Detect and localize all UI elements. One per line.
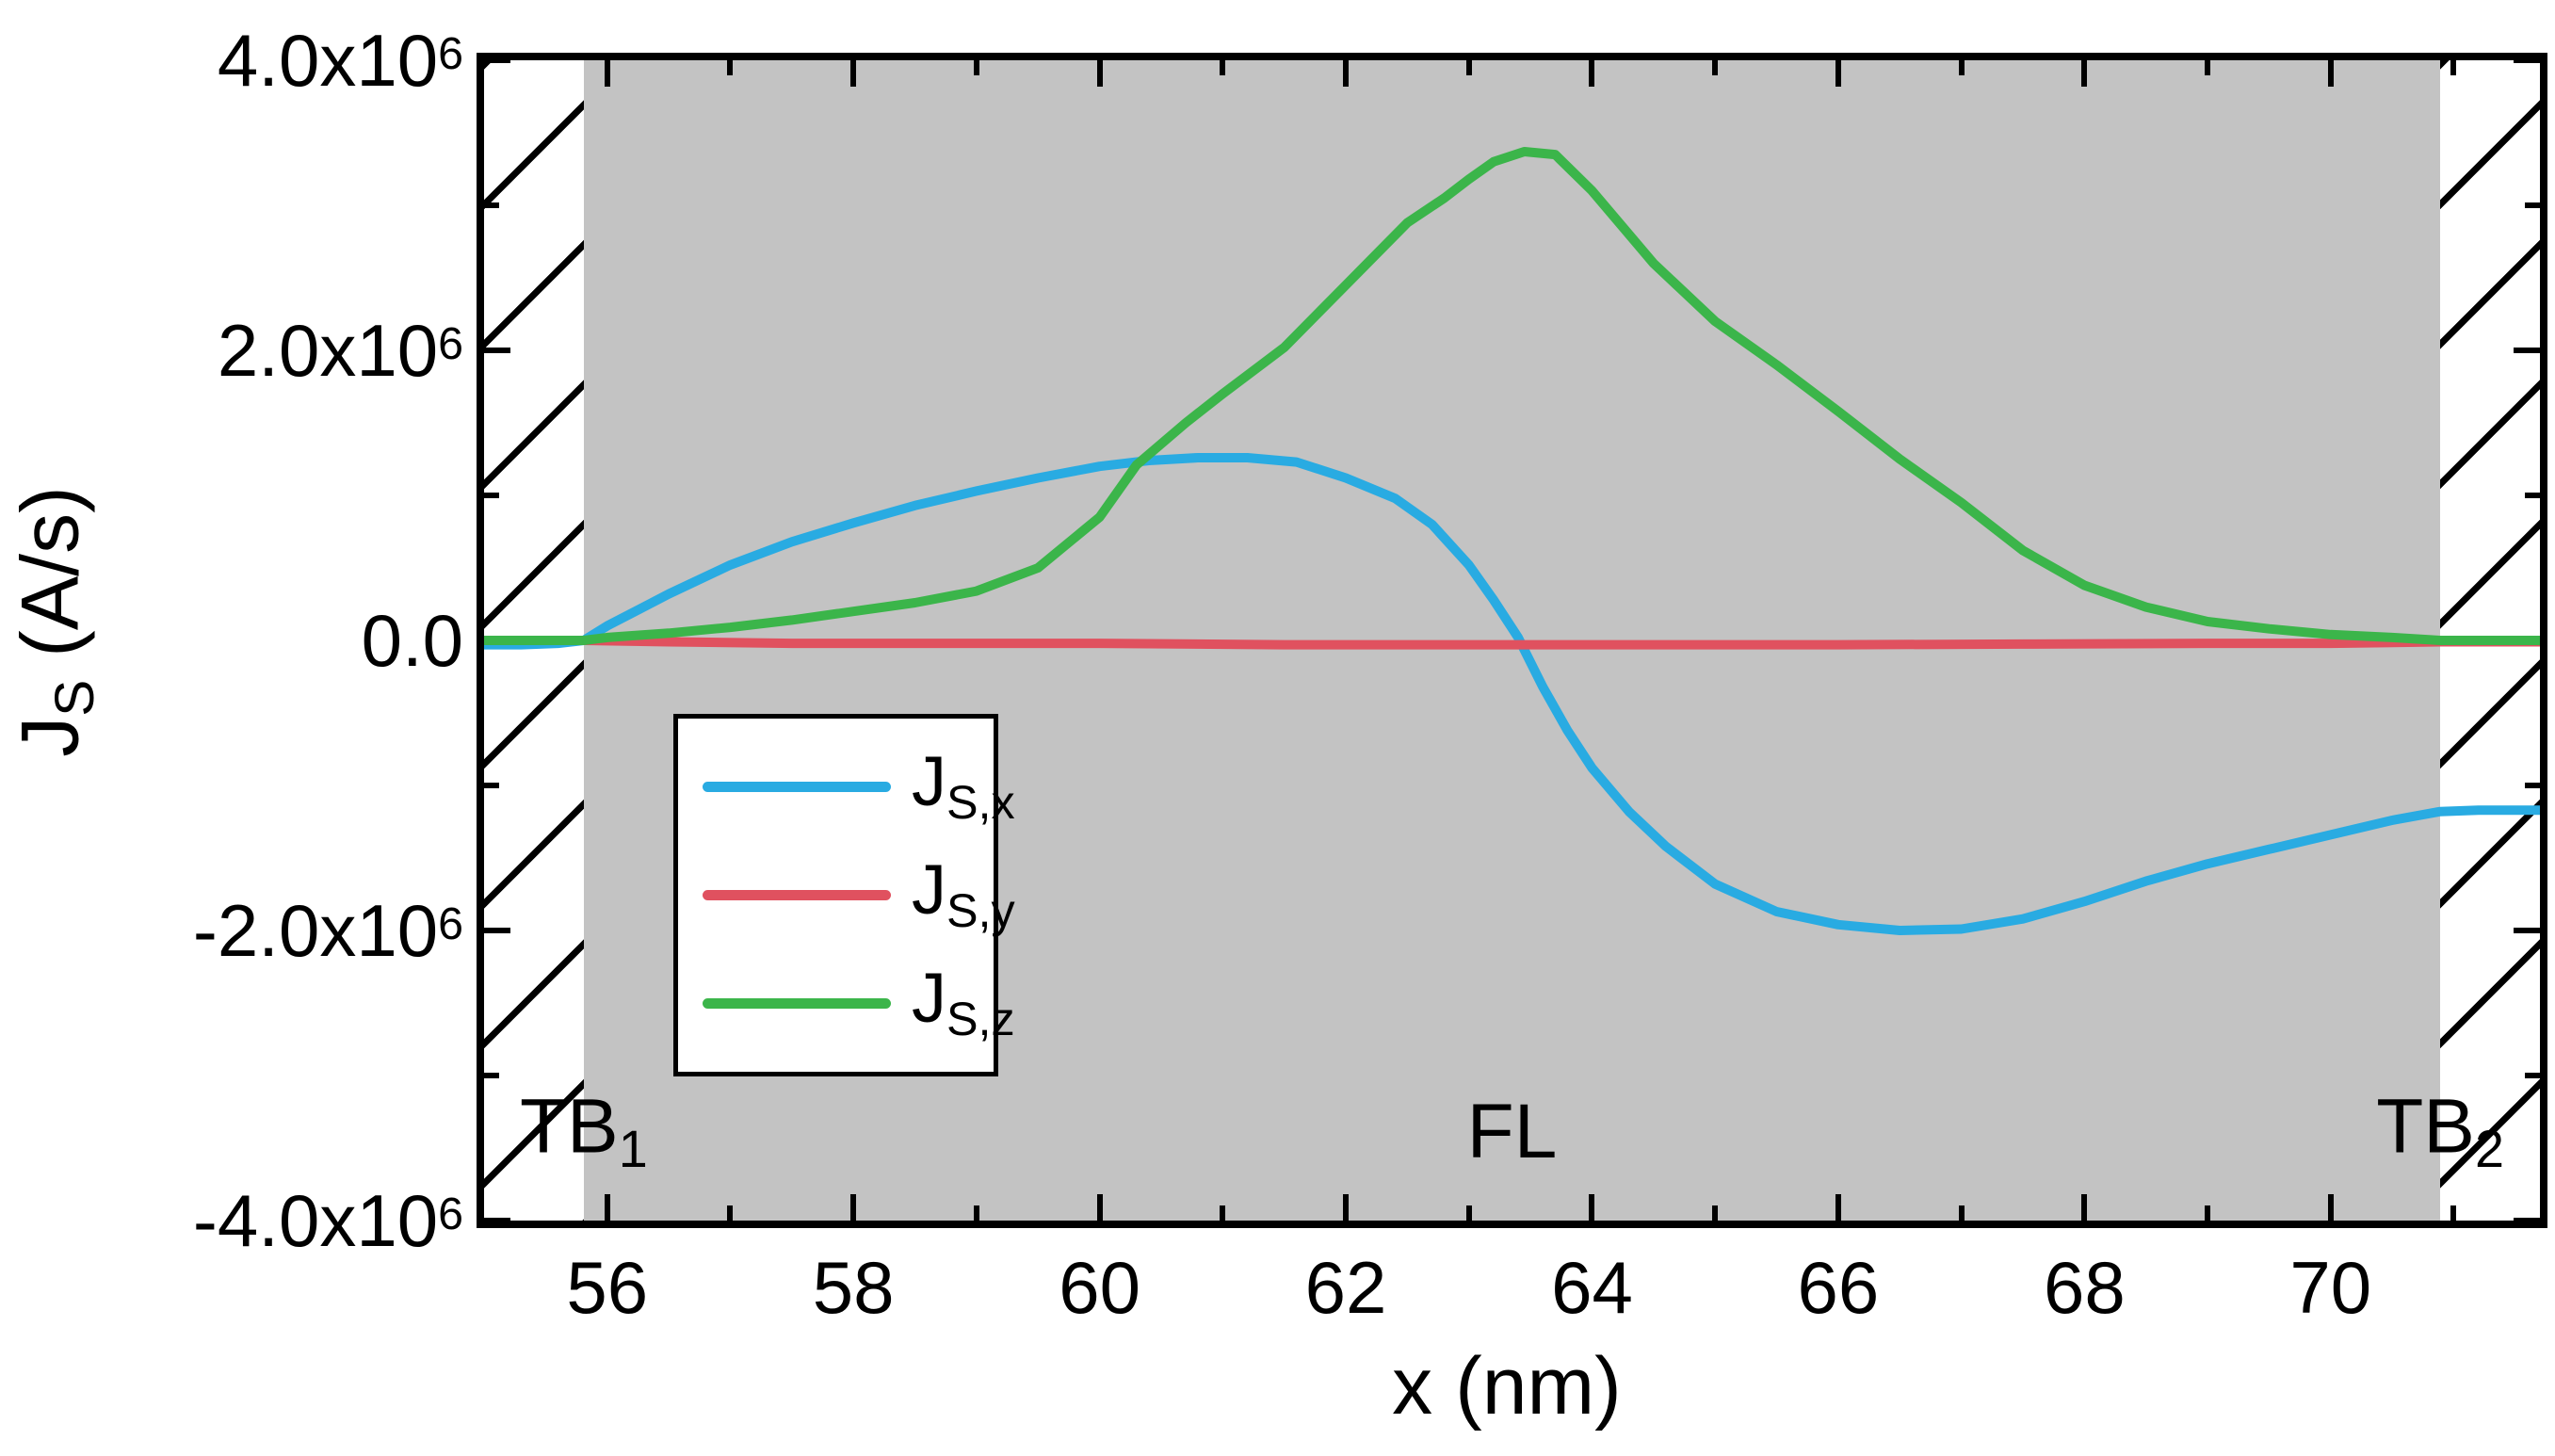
fl-text: FL <box>1466 1089 1558 1174</box>
y-minor-tick-right <box>2525 493 2540 498</box>
x-minor-tick <box>1220 1205 1226 1221</box>
y-tick-label: 4.0x106 <box>217 19 463 102</box>
curve-J_S,x <box>484 453 2540 935</box>
x-major-tick <box>1096 1194 1103 1221</box>
y-major-tick-right <box>2514 1218 2540 1221</box>
x-minor-tick-top <box>2205 60 2211 75</box>
x-minor-tick <box>973 1205 979 1221</box>
y-axis-label-unit: (A/s) <box>5 486 96 680</box>
x-tick-label: 62 <box>1304 1246 1387 1329</box>
x-major-tick-top <box>1835 60 1841 87</box>
x-major-tick <box>1343 1194 1350 1221</box>
plot-area: TB1 FL TB2 JS,x JS,y JS,z <box>477 53 2547 1228</box>
y-axis-label: JS (A/s) <box>6 486 105 756</box>
x-minor-tick <box>727 1205 734 1221</box>
x-minor-tick <box>2450 1205 2457 1221</box>
y-major-tick-right <box>2514 928 2540 933</box>
y-tick-label: 0.0 <box>361 599 463 682</box>
x-tick-label: 68 <box>2043 1246 2126 1329</box>
y-tick-label: -2.0x106 <box>192 889 463 972</box>
y-major-tick <box>484 928 510 933</box>
legend-entry: JS,y <box>678 855 1015 934</box>
tb2-sub: 2 <box>2475 1119 2505 1178</box>
x-minor-tick <box>1958 1205 1965 1221</box>
tb2-text: TB <box>2376 1083 2475 1170</box>
x-axis-label: x (nm) <box>1392 1341 1622 1432</box>
curves-svg <box>484 147 2540 935</box>
x-major-tick-top <box>2081 60 2088 87</box>
legend: JS,x JS,y JS,z <box>673 714 1015 1076</box>
x-major-tick <box>1589 1194 1595 1221</box>
curve-J_S,z <box>484 147 2540 645</box>
x-tick-label: 56 <box>566 1246 649 1329</box>
legend-entry: JS,x <box>678 747 1015 826</box>
x-minor-tick <box>1712 1205 1719 1221</box>
x-major-tick <box>604 1194 610 1221</box>
legend-label: JS,y <box>912 850 1015 938</box>
region-label-tb2: TB2 <box>2376 1088 2504 1175</box>
y-minor-tick-right <box>2525 1073 2540 1078</box>
legend-label: JS,x <box>912 742 1015 830</box>
tb1-text: TB <box>519 1083 619 1170</box>
y-minor-tick <box>484 202 499 208</box>
y-minor-tick-right <box>2525 202 2540 208</box>
legend-line-sample <box>703 782 891 793</box>
y-major-tick <box>484 1218 510 1221</box>
y-minor-tick <box>484 783 499 788</box>
x-major-tick-top <box>850 60 857 87</box>
y-axis-label-sub: S <box>43 679 105 717</box>
x-major-tick-top <box>2327 60 2334 87</box>
x-major-tick <box>1835 1194 1841 1221</box>
x-minor-tick-top <box>973 60 979 75</box>
legend-line-sample <box>703 997 891 1009</box>
y-major-tick <box>484 348 510 353</box>
x-minor-tick <box>1465 1205 1472 1221</box>
legend-line-sample <box>703 889 891 900</box>
legend-label: JS,z <box>912 959 1015 1046</box>
x-tick-label: 60 <box>1059 1246 1140 1329</box>
y-minor-tick <box>484 1073 499 1078</box>
curve-J_S,y <box>484 636 2540 650</box>
x-major-tick <box>850 1194 857 1221</box>
x-tick-label: 64 <box>1551 1246 1633 1329</box>
x-minor-tick-top <box>1712 60 1719 75</box>
x-minor-tick-top <box>727 60 734 75</box>
y-tick-label: -4.0x106 <box>192 1179 463 1262</box>
x-major-tick-top <box>1343 60 1350 87</box>
y-minor-tick <box>484 493 499 498</box>
x-major-tick <box>2327 1194 2334 1221</box>
x-tick-label: 70 <box>2289 1246 2372 1329</box>
x-major-tick-top <box>1096 60 1103 87</box>
y-major-tick <box>484 60 510 63</box>
x-minor-tick <box>2205 1205 2211 1221</box>
x-major-tick <box>2081 1194 2088 1221</box>
x-minor-tick-top <box>1958 60 1965 75</box>
x-minor-tick-top <box>1465 60 1472 75</box>
x-tick-label: 58 <box>812 1246 895 1329</box>
y-major-tick-right <box>2514 348 2540 353</box>
x-major-tick-top <box>604 60 610 87</box>
plot-inner: TB1 FL TB2 JS,x JS,y JS,z <box>484 60 2540 1221</box>
y-minor-tick-right <box>2525 783 2540 788</box>
region-label-tb1: TB1 <box>520 1088 648 1175</box>
region-label-fl: FL <box>1467 1093 1558 1171</box>
x-minor-tick-top <box>2450 60 2457 75</box>
x-minor-tick-top <box>1220 60 1226 75</box>
x-tick-label: 66 <box>1797 1246 1880 1329</box>
y-tick-label: 2.0x106 <box>217 309 463 392</box>
tb1-sub: 1 <box>618 1119 648 1178</box>
y-major-tick-right <box>2514 60 2540 63</box>
x-major-tick-top <box>1589 60 1595 87</box>
y-axis-label-main: J <box>5 716 96 757</box>
legend-entry: JS,z <box>678 963 1015 1043</box>
